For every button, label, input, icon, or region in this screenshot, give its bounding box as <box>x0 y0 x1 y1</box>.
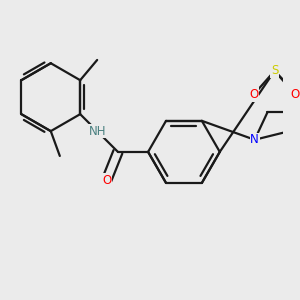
Text: NH: NH <box>88 124 106 138</box>
Text: N: N <box>250 133 259 146</box>
Text: S: S <box>271 64 278 77</box>
Text: N: N <box>295 90 300 103</box>
Text: O: O <box>102 174 111 187</box>
Text: O: O <box>249 88 258 101</box>
Text: O: O <box>291 88 300 101</box>
